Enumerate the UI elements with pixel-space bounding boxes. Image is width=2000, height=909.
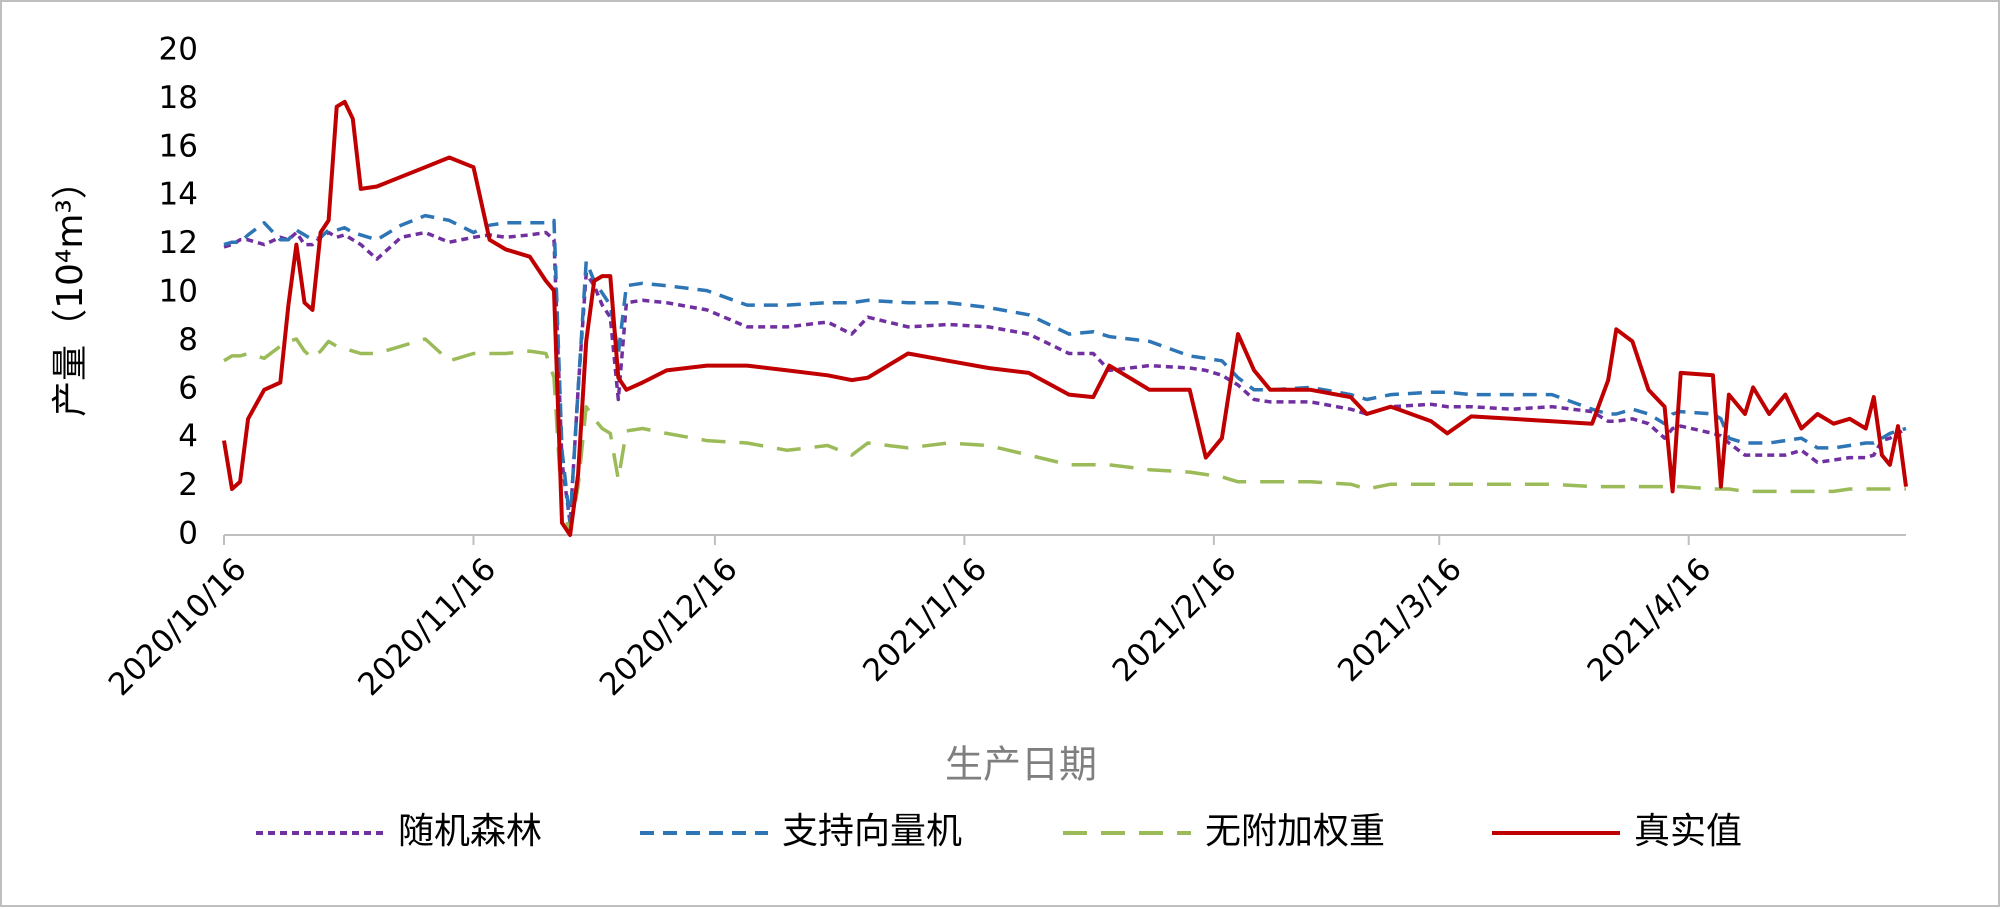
legend-label: 支持向量机 [782,811,962,852]
legend-label: 真实值 [1634,811,1742,852]
x-axis-title: 生产日期 [945,743,1097,787]
series-line [223,213,1907,525]
y-tick-label: 8 [178,322,198,358]
y-tick-label: 6 [178,370,198,406]
y-tick-label: 16 [159,128,198,164]
y-tick-label: 10 [159,274,198,310]
y-tick-label: 12 [159,225,198,261]
y-tick-label: 20 [159,32,198,68]
series-line [223,337,1906,532]
y-tick-label: 14 [159,177,198,213]
series-line [222,99,1908,537]
legend-label: 随机森林 [398,811,542,852]
y-tick-label: 2 [178,467,198,503]
y-tick-label: 4 [178,419,198,455]
legend-label: 无附加权重 [1205,811,1385,852]
series-line [223,230,1907,525]
y-axis-title: 产量（10⁴m³） [50,163,91,417]
y-tick-label: 18 [159,80,198,116]
y-tick-label: 0 [178,516,198,552]
